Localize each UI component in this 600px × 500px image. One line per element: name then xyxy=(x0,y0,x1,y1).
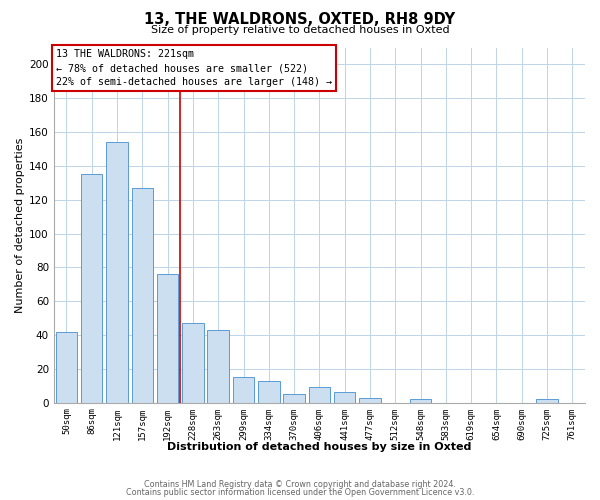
Bar xyxy=(157,274,178,402)
Bar xyxy=(359,398,381,402)
Text: 13 THE WALDRONS: 221sqm
← 78% of detached houses are smaller (522)
22% of semi-d: 13 THE WALDRONS: 221sqm ← 78% of detache… xyxy=(56,50,332,88)
Bar xyxy=(410,399,431,402)
Bar xyxy=(106,142,128,403)
Text: Contains HM Land Registry data © Crown copyright and database right 2024.: Contains HM Land Registry data © Crown c… xyxy=(144,480,456,489)
X-axis label: Distribution of detached houses by size in Oxted: Distribution of detached houses by size … xyxy=(167,442,472,452)
Bar xyxy=(233,377,254,402)
Bar xyxy=(308,388,330,402)
Bar xyxy=(56,332,77,402)
Bar xyxy=(283,394,305,402)
Bar xyxy=(208,330,229,402)
Bar xyxy=(258,380,280,402)
Bar xyxy=(334,392,355,402)
Bar xyxy=(182,323,203,402)
Y-axis label: Number of detached properties: Number of detached properties xyxy=(15,138,25,312)
Text: Contains public sector information licensed under the Open Government Licence v3: Contains public sector information licen… xyxy=(126,488,474,497)
Bar xyxy=(81,174,103,402)
Text: Size of property relative to detached houses in Oxted: Size of property relative to detached ho… xyxy=(151,25,449,35)
Bar xyxy=(536,399,558,402)
Bar xyxy=(131,188,153,402)
Text: 13, THE WALDRONS, OXTED, RH8 9DY: 13, THE WALDRONS, OXTED, RH8 9DY xyxy=(145,12,455,28)
